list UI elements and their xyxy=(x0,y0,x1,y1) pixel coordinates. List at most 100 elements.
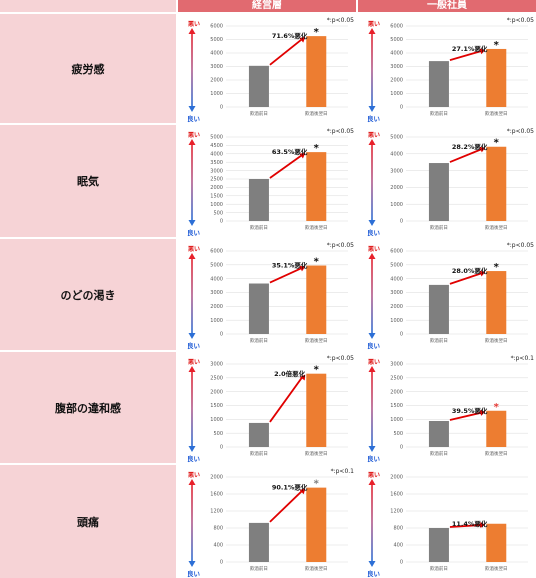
y-tick-label: 2000 xyxy=(390,78,403,84)
scale-bad-label: 悪い xyxy=(188,20,200,28)
significance-star: * xyxy=(314,257,320,268)
y-tick-label: 0 xyxy=(400,445,403,451)
y-tick-label: 1500 xyxy=(210,403,223,409)
x-category-label: 飲酒後翌日 xyxy=(305,450,328,457)
trend-arrow-line xyxy=(269,376,304,423)
chart-management-row-4: 悪い 良い 0 400 800 1200 1600 2000 飲酒前日 飲酒後翌日 90.1%悪化 *… xyxy=(178,465,356,578)
y-tick-label: 5000 xyxy=(210,135,223,141)
y-tick-label: 2500 xyxy=(210,177,223,183)
scale-gradient-arrow xyxy=(191,370,193,447)
p-value-note: *:p<0.05 xyxy=(327,17,354,24)
x-category-label: 飲酒前日 xyxy=(430,450,448,457)
x-category-label: 飲酒後翌日 xyxy=(485,110,508,117)
scale-good-label: 良い xyxy=(367,228,381,237)
header-management: 経営層 xyxy=(178,0,356,12)
scale-good-label: 良い xyxy=(187,569,201,578)
y-tick-label: 1000 xyxy=(390,417,403,423)
scale-gradient-arrow xyxy=(371,143,373,221)
change-annotation: 39.5%悪化 xyxy=(452,406,488,415)
scale-arrow-down-head xyxy=(368,220,376,226)
bar-after-drinking xyxy=(306,373,327,447)
change-annotation: 71.6%悪化 xyxy=(272,31,308,40)
y-tick-label: 2000 xyxy=(210,78,223,84)
scale-good-label: 良い xyxy=(187,454,201,463)
scale-gradient-arrow xyxy=(371,370,373,447)
scale-arrow-down-head xyxy=(188,446,196,452)
scale-good-label: 良い xyxy=(367,569,381,578)
bar-before-drinking xyxy=(428,284,449,334)
scale-arrow-down-head xyxy=(368,561,376,567)
scale-arrow-down-head xyxy=(188,220,196,226)
scale-good-label: 良い xyxy=(367,454,381,463)
trend-arrow-line xyxy=(449,148,483,163)
y-tick-label: 800 xyxy=(213,526,223,532)
scale-bad-label: 悪い xyxy=(188,358,200,366)
y-tick-label: 6000 xyxy=(210,249,223,255)
p-value-note: *:p<0.05 xyxy=(327,355,354,362)
y-tick-label: 3000 xyxy=(210,362,223,368)
x-category-label: 飲酒前日 xyxy=(250,224,268,231)
trend-arrow-head xyxy=(479,146,486,153)
y-tick-label: 1000 xyxy=(210,91,223,97)
trend-arrow-head xyxy=(479,48,486,55)
p-value-note: *:p<0.05 xyxy=(327,242,354,249)
scale-arrow-up-head xyxy=(368,366,376,372)
y-tick-label: 0 xyxy=(220,560,223,566)
bar-before-drinking xyxy=(248,179,269,221)
scale-bad-label: 悪い xyxy=(368,131,380,139)
scale-arrow-up-head xyxy=(368,479,376,485)
y-tick-label: 1000 xyxy=(390,318,403,324)
scale-arrow-up-head xyxy=(188,28,196,34)
y-tick-label: 2500 xyxy=(390,376,403,382)
scale-arrow-up-head xyxy=(188,479,196,485)
y-tick-label: 500 xyxy=(393,431,403,437)
y-tick-label: 400 xyxy=(393,543,403,549)
trend-arrow-head xyxy=(479,270,486,277)
scale-gradient-arrow xyxy=(191,143,193,221)
change-annotation: 35.1%悪化 xyxy=(272,261,308,270)
p-value-note: *:p<0.1 xyxy=(331,468,355,475)
bar-after-drinking xyxy=(486,48,507,107)
significance-star: * xyxy=(494,138,500,149)
x-category-label: 飲酒後翌日 xyxy=(485,450,508,457)
x-category-label: 飲酒前日 xyxy=(250,450,268,457)
scale-arrow-down-head xyxy=(188,333,196,339)
bar-before-drinking xyxy=(248,422,269,447)
significance-star: * xyxy=(314,479,320,490)
scale-gradient-arrow xyxy=(371,32,373,107)
y-tick-label: 2000 xyxy=(210,389,223,395)
table-header: 経営層 一般社員 xyxy=(0,0,536,12)
scale-arrow-up-head xyxy=(188,253,196,259)
significance-star: * xyxy=(494,402,500,413)
trend-arrow-line xyxy=(269,38,303,66)
p-value-note: *:p<0.05 xyxy=(507,242,534,249)
y-tick-label: 1000 xyxy=(210,417,223,423)
y-tick-label: 4000 xyxy=(210,276,223,282)
y-tick-label: 1600 xyxy=(210,492,223,498)
y-tick-label: 0 xyxy=(220,445,223,451)
y-tick-label: 2000 xyxy=(390,475,403,481)
trend-arrow-head xyxy=(299,488,306,495)
significance-star: * xyxy=(494,262,500,273)
bar-after-drinking xyxy=(486,271,507,334)
y-tick-label: 4000 xyxy=(390,152,403,158)
bar-before-drinking xyxy=(428,528,449,562)
trend-arrow-line xyxy=(449,411,483,421)
y-tick-label: 2000 xyxy=(210,185,223,191)
bar-after-drinking xyxy=(306,152,327,221)
x-category-label: 飲酒後翌日 xyxy=(305,337,328,344)
bar-before-drinking xyxy=(248,283,269,334)
x-category-label: 飲酒後翌日 xyxy=(305,565,328,572)
y-tick-label: 0 xyxy=(220,219,223,225)
change-annotation: 28.0%悪化 xyxy=(452,266,488,275)
y-tick-label: 2500 xyxy=(210,376,223,382)
y-tick-label: 1500 xyxy=(210,194,223,200)
trend-arrow-line xyxy=(449,524,483,528)
scale-arrow-down-head xyxy=(188,106,196,112)
change-annotation: 11.4%悪化 xyxy=(452,519,488,528)
row-label-thirst: のどの渇き xyxy=(0,239,176,350)
scale-bad-label: 悪い xyxy=(368,358,380,366)
